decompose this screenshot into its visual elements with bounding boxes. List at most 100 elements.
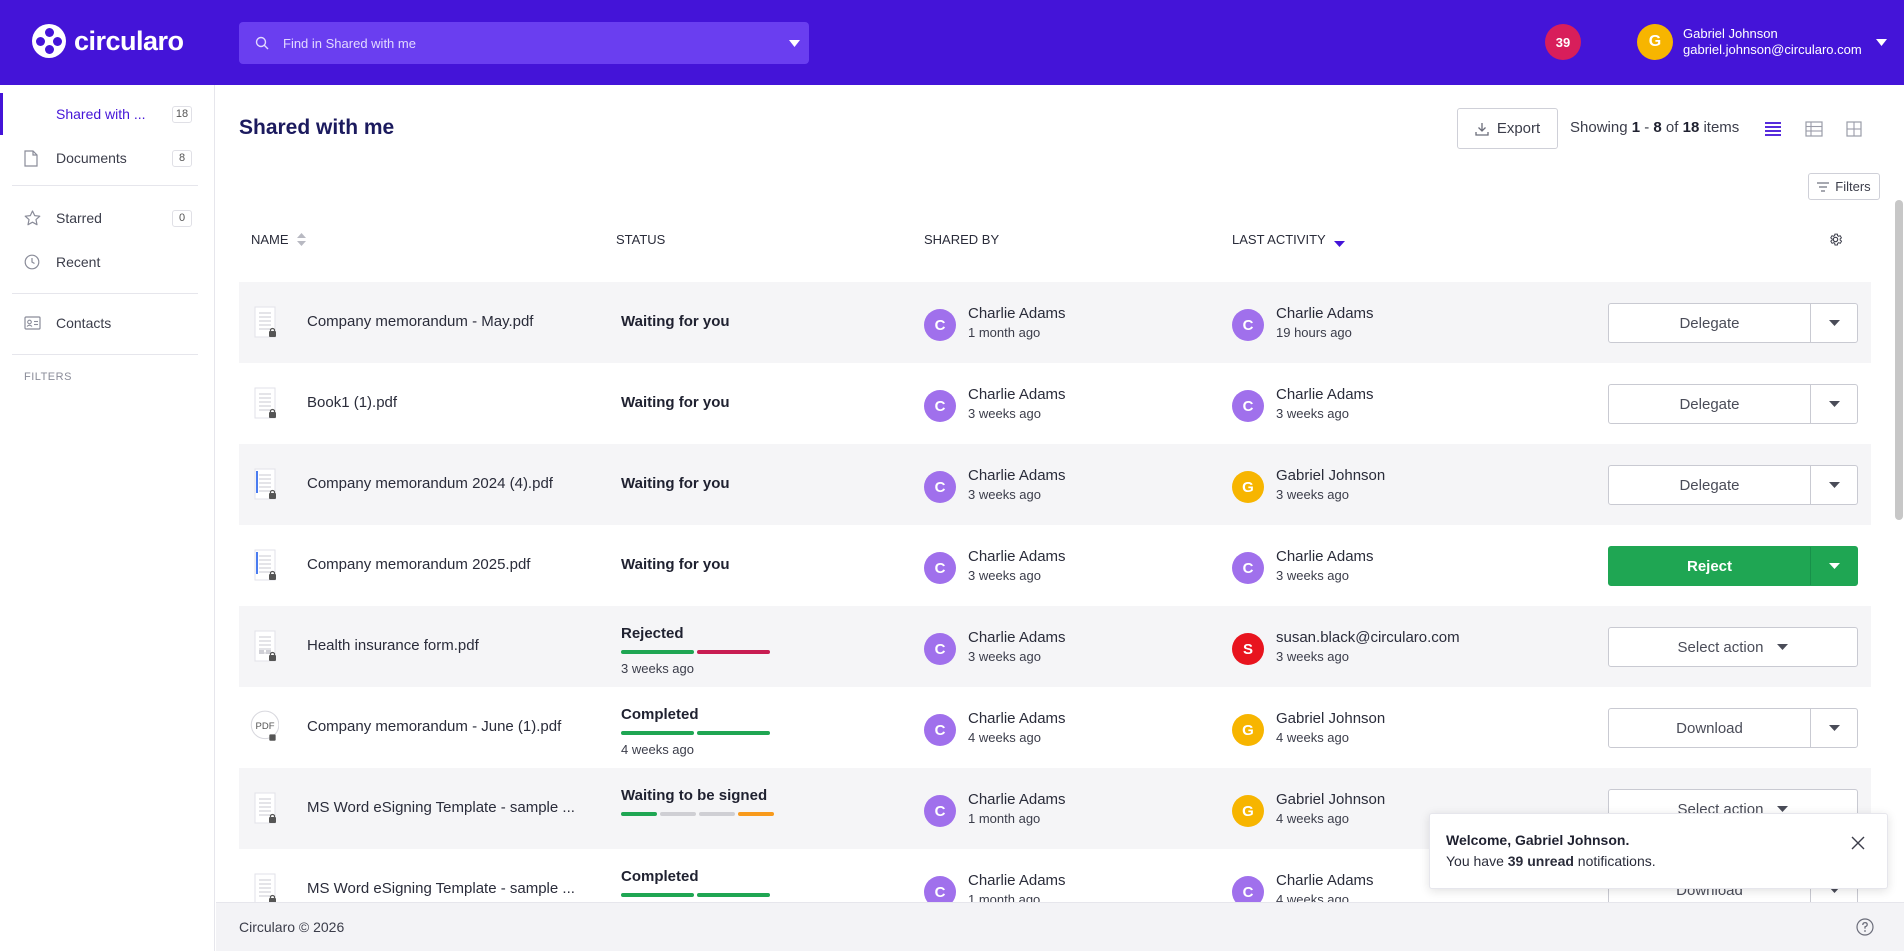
search-options-dropdown[interactable] — [763, 22, 809, 64]
export-label: Export — [1496, 120, 1541, 137]
user-email: gabriel.johnson@circularo.com — [1683, 42, 1862, 57]
circularo-logo[interactable]: circularo — [32, 24, 184, 58]
clock-icon — [24, 254, 40, 270]
row-action-group: Reject — [1608, 546, 1858, 586]
pagination-summary: Showing 1 - 8 of 18 items — [1570, 119, 1740, 136]
file-name[interactable]: Company memorandum - May.pdf — [307, 313, 534, 330]
list-view-icon — [1765, 122, 1781, 136]
export-button[interactable]: Export — [1457, 108, 1558, 149]
gear-icon — [1830, 233, 1843, 246]
sidebar-item-recent[interactable]: Recent — [0, 247, 215, 277]
avatar: S — [1232, 633, 1264, 665]
column-settings-button[interactable] — [1828, 232, 1843, 252]
person-name: Charlie Adams — [1276, 872, 1374, 889]
page-title: Shared with me — [239, 116, 395, 139]
file-name[interactable]: Health insurance form.pdf — [307, 637, 479, 654]
download-icon — [1475, 122, 1489, 136]
pdf-label: PDF — [256, 721, 275, 732]
more-actions-button[interactable] — [1811, 466, 1857, 504]
table-row[interactable]: Company memorandum 2025.pdf Waiting for y… — [239, 525, 1871, 606]
person-name: Gabriel Johnson — [1276, 791, 1386, 808]
person-name: Charlie Adams — [968, 467, 1066, 484]
document-thumbnail-icon — [254, 549, 276, 581]
download-button[interactable]: Download — [1609, 709, 1811, 747]
shared-by: C Charlie Adams 1 month ago — [924, 790, 1066, 828]
more-actions-button[interactable] — [1811, 709, 1857, 747]
person-time: 4 weeks ago — [1276, 730, 1349, 745]
file-name[interactable]: MS Word eSigning Template - sample ... — [307, 799, 575, 816]
scrollbar[interactable] — [1895, 200, 1903, 520]
person-name: Gabriel Johnson — [1276, 467, 1386, 484]
close-icon[interactable] — [1851, 836, 1865, 850]
avatar: C — [1232, 552, 1264, 584]
person-time: 3 weeks ago — [1276, 487, 1349, 502]
table-view-icon — [1805, 121, 1823, 137]
sidebar-item-label: Documents — [56, 150, 127, 166]
file-name[interactable]: Company memorandum 2025.pdf — [307, 556, 531, 573]
table-row[interactable]: Company memorandum - May.pdf Waiting for … — [239, 282, 1871, 363]
document-thumbnail-icon — [254, 468, 276, 500]
delegate-button[interactable]: Delegate — [1609, 385, 1811, 423]
file-name[interactable]: Company memorandum 2024 (4).pdf — [307, 475, 553, 492]
table-row[interactable]: Company memorandum 2024 (4).pdf Waiting f… — [239, 444, 1871, 525]
last-activity: C Charlie Adams 3 weeks ago — [1232, 547, 1374, 585]
delegate-button[interactable]: Delegate — [1609, 304, 1811, 342]
person-time: 3 weeks ago — [1276, 406, 1349, 421]
sidebar-item-contacts[interactable]: Contacts — [0, 308, 215, 338]
column-header-last-activity[interactable]: LAST ACTIVITY — [1232, 232, 1345, 247]
person-name: Charlie Adams — [968, 629, 1066, 646]
status-progress — [621, 731, 770, 735]
logo-text: circularo — [74, 25, 184, 56]
sidebar-item-documents[interactable]: Documents 8 — [0, 143, 215, 173]
avatar: C — [924, 471, 956, 503]
list-view-toggle[interactable] — [1762, 118, 1784, 140]
avatar: C — [924, 714, 956, 746]
column-header-shared-by: SHARED BY — [924, 232, 1000, 247]
person-name: Charlie Adams — [968, 872, 1066, 889]
chevron-down-icon — [1828, 563, 1840, 569]
status-text: Waiting for you — [621, 556, 730, 573]
sidebar-item-label: Starred — [56, 210, 102, 226]
more-actions-button[interactable] — [1811, 385, 1857, 423]
grid-view-toggle[interactable] — [1843, 118, 1865, 140]
contact-card-icon — [24, 316, 41, 330]
help-icon[interactable] — [1856, 918, 1874, 936]
star-icon — [24, 210, 41, 226]
avatar: G — [1232, 795, 1264, 827]
status-text: Rejected — [621, 625, 684, 642]
delegate-button[interactable]: Delegate — [1609, 466, 1811, 504]
file-name[interactable]: Company memorandum - June (1).pdf — [307, 718, 562, 735]
last-activity: C Charlie Adams 3 weeks ago — [1232, 385, 1374, 423]
row-action-group: Delegate — [1608, 303, 1858, 343]
file-name[interactable]: MS Word eSigning Template - sample ... — [307, 880, 575, 897]
shared-by: C Charlie Adams 3 weeks ago — [924, 628, 1066, 666]
file-name[interactable]: Book1 (1).pdf — [307, 394, 398, 411]
filters-button[interactable]: Filters — [1808, 173, 1880, 200]
user-menu[interactable]: G Gabriel Johnson gabriel.johnson@circul… — [1637, 24, 1887, 60]
column-header-name[interactable]: NAME — [251, 232, 306, 247]
avatar: C — [924, 633, 956, 665]
notifications-badge[interactable]: 39 — [1545, 24, 1581, 60]
person-time: 3 weeks ago — [968, 568, 1041, 583]
more-actions-button[interactable] — [1811, 304, 1857, 342]
search-input[interactable] — [283, 35, 763, 51]
progress-segment — [621, 893, 694, 897]
shared-by: C Charlie Adams 3 weeks ago — [924, 385, 1066, 423]
table-view-toggle[interactable] — [1803, 118, 1825, 140]
table-row[interactable]: Book1 (1).pdf Waiting for you C Charlie Ada… — [239, 363, 1871, 444]
table-row[interactable]: Health insurance form.pdf Rejected 3 weeks… — [239, 606, 1871, 687]
row-action-group: Delegate — [1608, 384, 1858, 424]
sidebar-item-shared-with-me[interactable]: Shared with ... 18 — [0, 93, 215, 135]
chevron-down-icon — [1828, 482, 1840, 488]
select-action-dropdown[interactable]: Select action — [1608, 627, 1858, 667]
chevron-down-icon — [1828, 320, 1840, 326]
chevron-down-icon — [1777, 806, 1789, 812]
table-row[interactable]: MS Word eSigning Template - sample ... Wa… — [239, 768, 1871, 849]
footer: Circularo © 2026 — [216, 902, 1904, 951]
more-actions-button[interactable] — [1811, 547, 1857, 585]
table-row[interactable]: PDF Company memorandum - June (1).pdf Comp… — [239, 687, 1871, 768]
reject-button[interactable]: Reject — [1609, 547, 1811, 585]
status-progress — [621, 812, 774, 816]
sidebar-item-starred[interactable]: Starred 0 — [0, 203, 215, 233]
person-time: 3 weeks ago — [968, 649, 1041, 664]
